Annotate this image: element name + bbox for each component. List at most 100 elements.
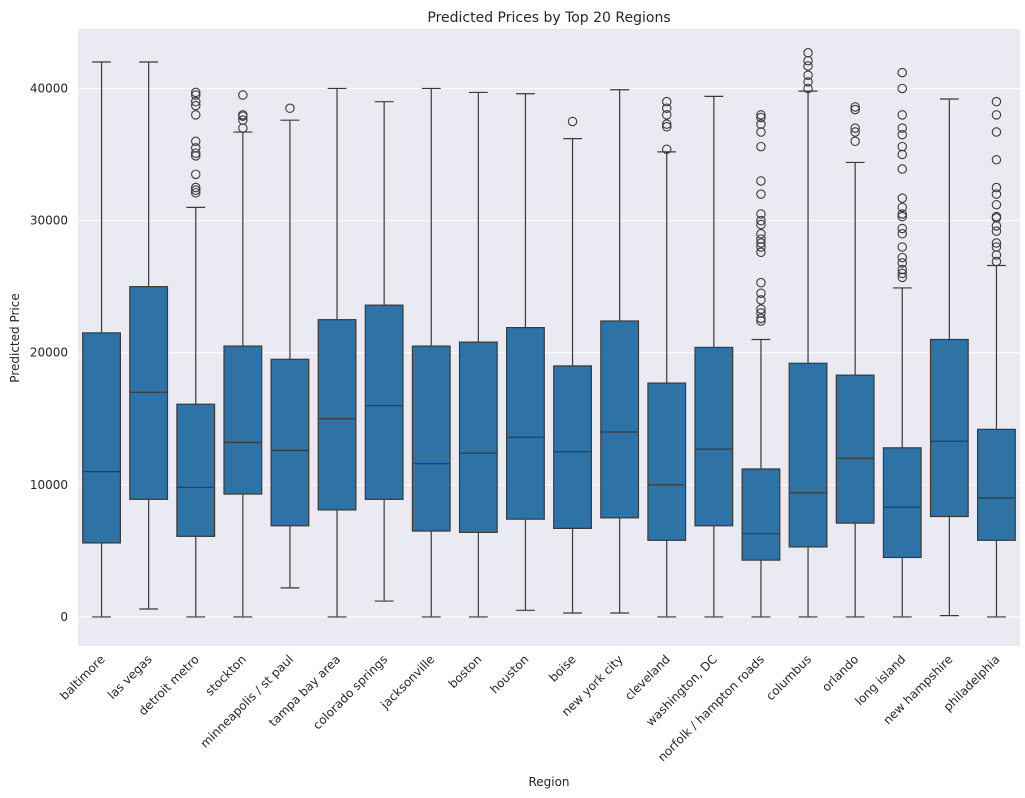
outlier-point xyxy=(897,83,907,94)
iqr-box xyxy=(882,447,922,559)
x-tick-label-boston: boston xyxy=(446,652,485,691)
outlier-point xyxy=(756,209,766,219)
outlier-point xyxy=(756,176,766,186)
y-tick-label-20000: 20000 xyxy=(30,346,68,360)
outlier-point xyxy=(191,96,201,107)
outlier-point xyxy=(803,70,813,80)
outlier-point xyxy=(850,136,860,147)
outlier-point xyxy=(756,112,766,123)
outlier-point xyxy=(238,110,248,120)
box-boston xyxy=(458,91,498,618)
outlier-point xyxy=(897,164,907,174)
y-tick-label-10000: 10000 xyxy=(30,478,68,492)
outlier-point xyxy=(803,83,813,94)
outlier-point xyxy=(897,211,907,222)
x-tick-label-orlando: orlando xyxy=(819,652,861,694)
x-tick-label-stockton: stockton xyxy=(203,652,249,698)
outlier-point xyxy=(756,288,766,298)
outlier-point xyxy=(897,129,907,140)
outlier-point xyxy=(897,242,907,252)
outlier-point xyxy=(756,141,766,152)
outlier-point xyxy=(661,103,672,114)
outlier-point xyxy=(897,258,907,268)
outlier-point xyxy=(756,229,766,239)
outlier-point xyxy=(897,229,907,239)
iqr-box xyxy=(977,428,1016,541)
outlier-point xyxy=(661,122,672,132)
box-washington-dc xyxy=(694,95,734,618)
outlier-point xyxy=(756,247,766,258)
outlier-point xyxy=(756,313,766,324)
iqr-box xyxy=(82,332,121,544)
box-orlando xyxy=(835,102,875,618)
outlier-point xyxy=(803,77,813,87)
iqr-box xyxy=(929,338,969,518)
outlier-point xyxy=(897,268,907,279)
outlier-point xyxy=(991,189,1002,199)
iqr-box xyxy=(317,319,357,511)
box-colorado-springs xyxy=(364,101,404,602)
box-stockton xyxy=(223,90,263,618)
x-axis-label: Region xyxy=(528,775,569,789)
outlier-point xyxy=(238,115,248,125)
outlier-point xyxy=(191,90,201,100)
iqr-box xyxy=(176,403,216,537)
outlier-point xyxy=(897,110,907,120)
outlier-point xyxy=(191,148,201,158)
box-jacksonville xyxy=(411,87,451,618)
iqr-box xyxy=(270,358,310,527)
outlier-point xyxy=(567,116,578,127)
outlier-point xyxy=(191,188,201,198)
outlier-point xyxy=(756,304,766,314)
x-tick-label-columbus: columbus xyxy=(763,652,814,703)
outlier-point xyxy=(897,252,907,263)
box-norfolk-hampton-roads xyxy=(741,110,781,618)
outlier-point xyxy=(850,104,860,115)
box-new-hampshire xyxy=(929,98,969,617)
y-tick-label-0: 0 xyxy=(60,610,68,624)
box-long-island xyxy=(882,67,922,618)
iqr-box xyxy=(694,346,734,527)
outlier-point xyxy=(756,295,766,305)
outlier-point xyxy=(756,110,766,120)
outlier-point xyxy=(803,61,813,71)
outlier-point xyxy=(803,48,813,58)
y-axis-label: Predicted Price xyxy=(8,293,22,382)
iqr-box xyxy=(411,345,451,532)
outlier-point xyxy=(661,110,672,120)
x-tick-label-boise: boise xyxy=(546,652,578,684)
box-columbus xyxy=(788,48,828,618)
outlier-point xyxy=(756,238,766,248)
outlier-point xyxy=(991,155,1002,165)
iqr-box xyxy=(600,320,640,519)
outlier-point xyxy=(191,100,201,111)
iqr-box xyxy=(506,326,545,520)
outlier-point xyxy=(191,169,201,180)
outlier-point xyxy=(897,123,907,133)
outlier-point xyxy=(991,242,1002,252)
x-tick-label-houston: houston xyxy=(487,652,531,696)
box-boise xyxy=(553,116,592,614)
iqr-box xyxy=(364,304,404,500)
iqr-box xyxy=(647,382,687,541)
box-detroit-metro xyxy=(176,87,216,618)
outlier-point xyxy=(991,96,1002,107)
box-cleveland xyxy=(647,96,687,618)
outlier-point xyxy=(991,182,1002,193)
outlier-point xyxy=(756,234,766,244)
box-philadelphia xyxy=(977,96,1016,618)
x-tick-label-cleveland: cleveland xyxy=(622,652,673,703)
outlier-point xyxy=(238,90,248,100)
outlier-point xyxy=(991,110,1002,120)
y-tick-label-30000: 30000 xyxy=(30,214,68,228)
x-tick-label-minneapolis-st-paul: minneapolis / st paul xyxy=(198,652,296,750)
outlier-point xyxy=(191,185,201,195)
outlier-point xyxy=(991,256,1002,267)
outlier-point xyxy=(991,211,1002,222)
outlier-point xyxy=(191,143,201,153)
box-new-york-city xyxy=(600,89,640,614)
outlier-point xyxy=(897,202,907,213)
